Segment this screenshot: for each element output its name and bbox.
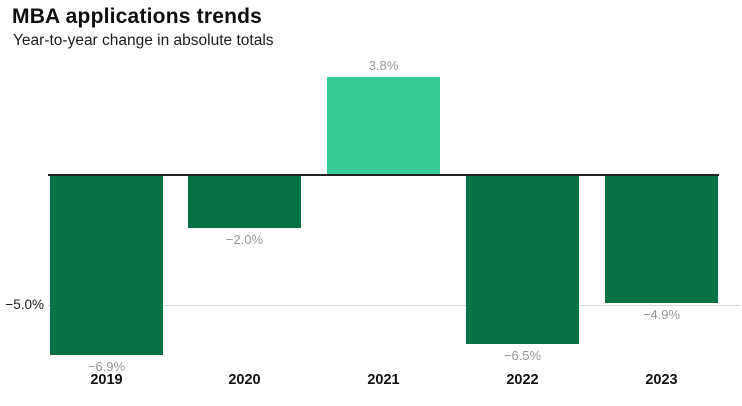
value-label-2020: −2.0% [225,231,264,247]
value-label-2023: −4.9% [642,306,681,322]
bar-2021 [327,76,440,175]
value-label-2022: −6.5% [503,348,542,364]
x-axis-label-2019: 2019 [90,372,123,388]
bar-2020 [188,176,301,228]
chart-title: MBA applications trends [12,5,263,28]
x-axis-label-2022: 2022 [506,372,539,388]
x-axis-label-2023: 2023 [645,372,678,388]
chart-subtitle: Year-to-year change in absolute totals [13,32,274,49]
zero-baseline [48,174,719,176]
value-label-2021: 3.8% [368,57,399,73]
x-axis-label-2021: 2021 [367,372,400,388]
bar-2023 [605,176,718,303]
bar-2019 [50,176,163,355]
bar-2022 [466,176,579,345]
value-label-2019: −6.9% [87,358,126,374]
y-axis-tick-label: −5.0% [5,297,44,312]
x-axis-label-2020: 2020 [228,372,261,388]
gridline-minus-5-percent [48,305,740,306]
